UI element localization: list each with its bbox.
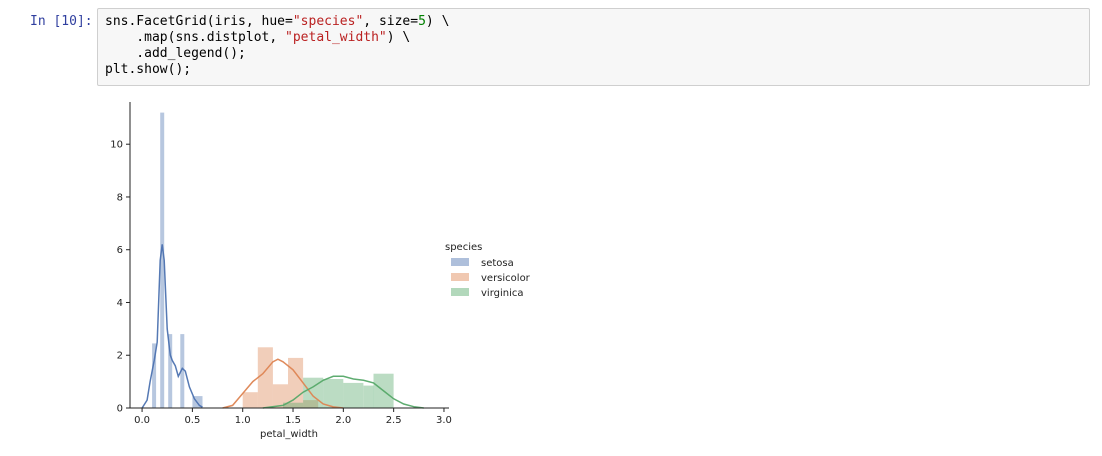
x-tick-label-6: 2.5 <box>386 415 402 426</box>
code-line-3: .add_legend(); <box>105 46 246 61</box>
virginica-bar-5 <box>363 385 374 408</box>
x-tick-label-3: 1.0 <box>235 415 251 426</box>
setosa-kde-line <box>141 244 203 409</box>
y-tick-label-6: 10 <box>110 140 123 151</box>
x-axis-label: petal_width <box>260 429 318 440</box>
code-line-4: plt.show(); <box>105 62 192 77</box>
setosa-bar-3 <box>160 112 165 408</box>
legend-swatch-versicolor <box>451 273 469 281</box>
versicolor-bar-4 <box>288 357 304 408</box>
versicolor-kde-line <box>222 358 344 409</box>
legend-label-setosa: setosa <box>481 258 514 269</box>
kde-lines <box>141 244 424 409</box>
y-tick-label-4: 6 <box>117 245 123 256</box>
legend-title: species <box>445 242 482 253</box>
y-tick-label-5: 8 <box>117 192 123 203</box>
versicolor-bar-5 <box>303 400 319 408</box>
code-line-1: sns.FacetGrid(iris, hue="species", size=… <box>105 14 450 29</box>
facetgrid-chart: 0.0 0.5 1.0 1.5 2.0 2.5 3.0 0 2 4 6 8 10 petal_width… <box>110 102 531 440</box>
output-area: 0.0 0.5 1.0 1.5 2.0 2.5 3.0 0 2 4 6 8 10 petal_width… <box>97 92 1090 452</box>
versicolor-bar-3 <box>272 384 288 408</box>
virginica-bar-3 <box>323 379 344 408</box>
setosa-bar-7 <box>180 334 185 408</box>
setosa-bar-5 <box>168 334 173 408</box>
legend-label-versicolor: versicolor <box>481 273 531 284</box>
histogram-bars <box>152 112 394 408</box>
y-tick-label-1: 0 <box>117 404 123 415</box>
virginica-bar-4 <box>343 382 364 408</box>
code-input-area[interactable]: sns.FacetGrid(iris, hue="species", size=… <box>97 8 1090 86</box>
x-tick-label-1: 0.0 <box>134 415 150 426</box>
legend: species setosa versicolor virginica <box>445 242 531 299</box>
versicolor-bar-2 <box>257 347 273 408</box>
code-line-2: .map(sns.distplot, "petal_width") \ <box>105 30 411 45</box>
x-tick-label-4: 1.5 <box>285 415 301 426</box>
virginica-kde-line <box>262 375 424 409</box>
code-editor[interactable]: sns.FacetGrid(iris, hue="species", size=… <box>105 14 449 78</box>
y-tick-label-2: 2 <box>117 351 123 362</box>
y-tick-label-3: 4 <box>117 298 123 309</box>
axes: 0.0 0.5 1.0 1.5 2.0 2.5 3.0 0 2 4 6 8 10 <box>110 102 452 426</box>
legend-swatch-setosa <box>451 258 469 266</box>
x-tick-label-2: 0.5 <box>184 415 200 426</box>
virginica-bar-1 <box>283 402 304 408</box>
legend-swatch-virginica <box>451 288 469 296</box>
versicolor-bar-1 <box>242 392 258 408</box>
x-tick-label-5: 2.0 <box>335 415 351 426</box>
setosa-bar-1 <box>152 343 157 408</box>
cell-prompt: In [10]: <box>30 14 93 29</box>
legend-label-virginica: virginica <box>481 288 524 299</box>
x-tick-label-7: 3.0 <box>436 415 452 426</box>
